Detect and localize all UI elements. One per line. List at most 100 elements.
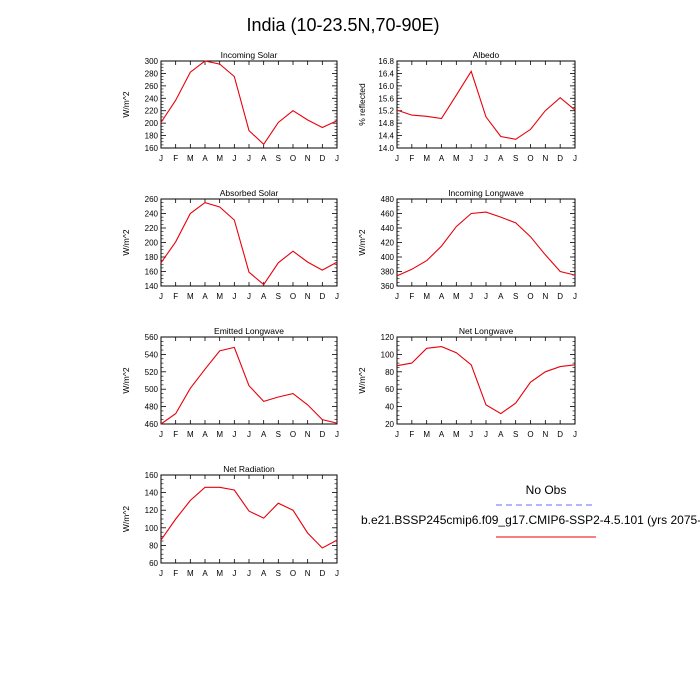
x-tick-label: J xyxy=(573,154,577,163)
x-tick-label: S xyxy=(513,430,518,439)
x-tick-label: S xyxy=(276,569,281,578)
y-tick-label: 16.0 xyxy=(378,82,394,91)
x-tick-label: N xyxy=(542,292,548,301)
y-tick-label: 260 xyxy=(145,195,159,204)
x-tick-label: M xyxy=(216,569,223,578)
y-axis-label: W/m^2 xyxy=(121,229,131,255)
x-tick-label: D xyxy=(319,154,325,163)
x-tick-label: S xyxy=(276,154,281,163)
y-tick-label: 100 xyxy=(145,524,159,533)
panel-title: Albedo xyxy=(473,50,500,60)
x-tick-label: N xyxy=(542,154,548,163)
y-axis-label: W/m^2 xyxy=(357,229,367,255)
x-tick-label: A xyxy=(261,569,267,578)
y-tick-label: 400 xyxy=(381,253,395,262)
x-tick-label: J xyxy=(247,154,251,163)
panel-title: Incoming Solar xyxy=(221,50,278,60)
x-tick-label: A xyxy=(261,292,267,301)
x-tick-label: A xyxy=(498,154,504,163)
y-tick-label: 160 xyxy=(145,144,159,153)
x-tick-label: J xyxy=(247,569,251,578)
y-tick-label: 14.0 xyxy=(378,144,394,153)
panel-title: Absorbed Solar xyxy=(220,188,279,198)
x-tick-label: J xyxy=(573,292,577,301)
y-tick-label: 14.8 xyxy=(378,119,394,128)
y-tick-label: 420 xyxy=(381,239,395,248)
x-tick-label: F xyxy=(409,154,414,163)
x-tick-label: F xyxy=(173,154,178,163)
y-tick-label: 540 xyxy=(145,350,159,359)
panel-title: Net Radiation xyxy=(223,464,275,474)
x-tick-label: M xyxy=(423,430,430,439)
y-tick-label: 560 xyxy=(145,333,159,342)
y-tick-label: 60 xyxy=(385,385,394,394)
y-tick-label: 460 xyxy=(381,210,395,219)
x-tick-label: O xyxy=(290,569,296,578)
x-tick-label: J xyxy=(159,569,163,578)
x-tick-label: D xyxy=(557,154,563,163)
y-tick-label: 16.4 xyxy=(378,69,394,78)
y-tick-label: 80 xyxy=(149,541,158,550)
y-tick-label: 280 xyxy=(145,69,159,78)
x-tick-label: J xyxy=(247,292,251,301)
y-tick-label: 260 xyxy=(145,82,159,91)
x-tick-label: A xyxy=(439,430,445,439)
legend: No Obs b.e21.BSSP245cmip6.f09_g17.CMIP6-… xyxy=(361,483,700,538)
x-tick-label: O xyxy=(290,430,296,439)
y-tick-label: 220 xyxy=(145,224,159,233)
x-tick-label: D xyxy=(557,292,563,301)
x-tick-label: S xyxy=(276,430,281,439)
y-tick-label: 100 xyxy=(381,350,395,359)
x-tick-label: J xyxy=(335,569,339,578)
legend-model-label: b.e21.BSSP245cmip6.f09_g17.CMIP6-SSP2-4.… xyxy=(361,513,700,527)
x-tick-label: J xyxy=(484,430,488,439)
x-tick-label: J xyxy=(335,154,339,163)
x-tick-label: M xyxy=(423,292,430,301)
x-tick-label: S xyxy=(513,154,518,163)
plot-frame xyxy=(160,198,338,287)
x-tick-label: A xyxy=(261,154,267,163)
series-line xyxy=(396,70,576,140)
x-tick-label: S xyxy=(276,292,281,301)
x-tick-label: A xyxy=(202,569,208,578)
x-tick-label: S xyxy=(513,292,518,301)
x-tick-label: J xyxy=(159,154,163,163)
plot-frame xyxy=(396,336,576,425)
x-tick-label: M xyxy=(453,430,460,439)
x-tick-label: O xyxy=(290,154,296,163)
x-tick-label: M xyxy=(187,292,194,301)
y-tick-label: 120 xyxy=(145,506,159,515)
y-tick-label: 80 xyxy=(385,368,394,377)
plot-frame xyxy=(160,336,338,425)
series-line xyxy=(160,60,338,146)
x-tick-label: D xyxy=(319,569,325,578)
x-tick-label: M xyxy=(187,569,194,578)
x-tick-label: J xyxy=(469,154,473,163)
y-tick-label: 480 xyxy=(145,403,159,412)
y-tick-label: 14.4 xyxy=(378,132,394,141)
y-tick-label: 180 xyxy=(145,253,159,262)
x-tick-label: A xyxy=(498,430,504,439)
x-tick-label: N xyxy=(305,154,311,163)
x-tick-label: J xyxy=(232,292,236,301)
y-tick-label: 140 xyxy=(145,489,159,498)
y-tick-label: 240 xyxy=(145,94,159,103)
y-axis-label: W/m^2 xyxy=(357,367,367,393)
x-tick-label: F xyxy=(409,292,414,301)
x-tick-label: N xyxy=(305,430,311,439)
y-axis-label: W/m^2 xyxy=(121,367,131,393)
y-tick-label: 240 xyxy=(145,210,159,219)
x-tick-label: J xyxy=(232,154,236,163)
series-line xyxy=(396,346,576,415)
y-tick-label: 480 xyxy=(381,195,395,204)
y-tick-label: 16.8 xyxy=(378,57,394,66)
x-tick-label: M xyxy=(423,154,430,163)
x-tick-label: D xyxy=(319,430,325,439)
series-line xyxy=(396,211,576,277)
